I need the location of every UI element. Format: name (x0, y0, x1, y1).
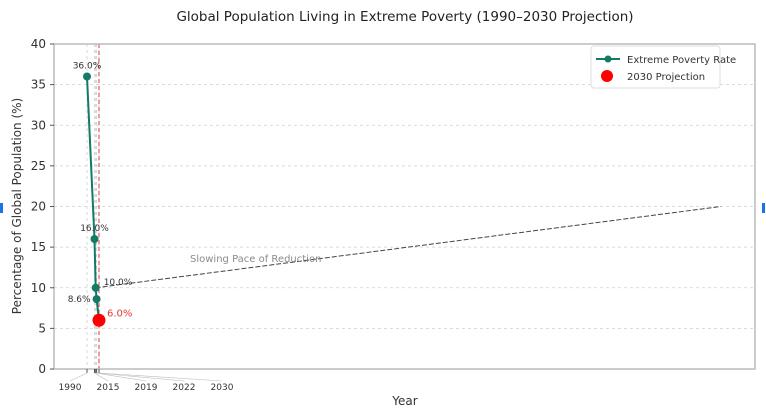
y-tick-label: 15 (31, 240, 46, 254)
poverty-rate-point (82, 72, 91, 81)
x-tick-leader (69, 372, 88, 382)
right-edge-marker (762, 203, 765, 213)
legend-label-projection: 2030 Projection (627, 72, 705, 83)
y-axis-label: Percentage of Global Population (%) (10, 98, 24, 314)
x-ticks: 1990 2015 2019 2022 2030 (59, 369, 234, 393)
point-value-label: 36.0% (73, 62, 102, 72)
y-tick-label: 0 (38, 362, 46, 376)
point-value-label: 10.0% (104, 278, 133, 288)
grid (54, 84, 755, 329)
x-tick-label: 2022 (173, 383, 196, 393)
x-axis-label: Year (391, 394, 417, 408)
data-labels: 36.0% 16.0% 10.0% 8.6% 6.0% (68, 62, 133, 320)
legend: Extreme Poverty Rate 2030 Projection (590, 45, 736, 89)
x-tick-leader (96, 372, 185, 382)
legend-box (590, 45, 721, 89)
x-tick-label: 2015 (97, 383, 120, 393)
left-edge-marker (0, 203, 3, 213)
annotation: Slowing Pace of Reduction (95, 206, 721, 289)
point-value-label: 16.0% (80, 224, 109, 234)
poverty-rate-line (85, 76, 100, 321)
legend-line-marker (604, 55, 612, 63)
annotation-text: Slowing Pace of Reduction (190, 254, 321, 265)
y-tick-label: 25 (31, 159, 46, 173)
x-tick-leader (94, 372, 109, 382)
poverty-rate-point (90, 235, 99, 243)
projection-point (92, 313, 106, 327)
x-tick-leader (95, 372, 147, 382)
y-tick-label: 5 (38, 321, 46, 335)
legend-label-rate: Extreme Poverty Rate (627, 55, 736, 66)
legend-projection-marker (601, 70, 613, 82)
x-tick-label: 2019 (135, 383, 158, 393)
projection-value-label: 6.0% (107, 308, 132, 319)
y-tick-label: 20 (31, 200, 46, 214)
annotation-line (95, 206, 721, 289)
poverty-rate-point (92, 295, 101, 304)
series-layer (82, 72, 106, 327)
point-value-label: 8.6% (68, 295, 91, 305)
chart-title: Global Population Living in Extreme Pove… (176, 9, 633, 25)
poverty-rate-point (91, 283, 100, 292)
y-tick-label: 35 (31, 78, 46, 92)
y-tick-label: 30 (31, 118, 46, 132)
x-tick-label: 2030 (211, 383, 234, 393)
y-tick-label: 40 (31, 37, 46, 51)
x-tick-leader (98, 372, 223, 382)
y-ticks: 0 5 10 15 20 25 30 35 40 (31, 37, 54, 376)
y-tick-label: 10 (31, 281, 46, 295)
x-tick-label: 1990 (59, 383, 82, 393)
